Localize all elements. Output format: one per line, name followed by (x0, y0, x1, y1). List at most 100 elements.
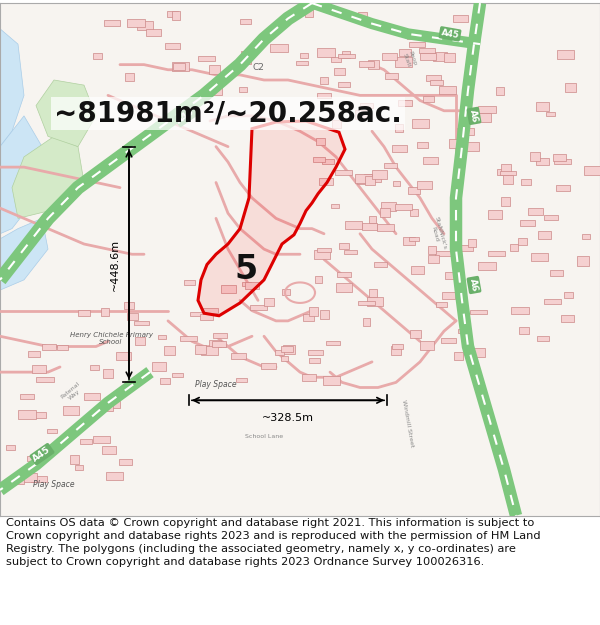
Bar (101, 308, 109, 316)
Bar (458, 329, 468, 332)
Text: 5: 5 (235, 253, 257, 286)
Bar (317, 93, 331, 98)
Bar (417, 33, 424, 39)
Bar (195, 345, 206, 354)
Bar (409, 237, 419, 241)
Bar (314, 276, 322, 283)
Bar (420, 341, 434, 349)
Bar (408, 186, 420, 194)
Text: A45: A45 (440, 28, 460, 40)
Bar (457, 127, 475, 135)
Bar (345, 221, 362, 229)
Bar (360, 102, 373, 108)
Bar (357, 176, 367, 184)
Polygon shape (36, 80, 96, 147)
Bar (427, 75, 441, 81)
Bar (538, 231, 551, 239)
Bar (281, 356, 289, 361)
Text: ~81981m²/~20.258ac.: ~81981m²/~20.258ac. (54, 99, 402, 127)
Bar (410, 330, 421, 338)
Bar (124, 302, 134, 309)
Bar (521, 179, 531, 185)
Bar (511, 244, 518, 251)
Bar (488, 210, 502, 219)
Bar (36, 377, 53, 382)
Bar (407, 31, 415, 39)
Text: Contains OS data © Crown copyright and database right 2021. This information is : Contains OS data © Crown copyright and d… (6, 518, 541, 568)
Bar (441, 338, 457, 342)
Polygon shape (0, 29, 24, 147)
Bar (209, 341, 221, 348)
Bar (518, 328, 529, 334)
Bar (173, 63, 185, 70)
Text: Windmill Street: Windmill Street (401, 399, 415, 448)
Bar (565, 83, 575, 92)
Bar (63, 406, 79, 415)
Bar (537, 336, 550, 341)
Text: 5, WINDERMERE DRIVE, HIGHAM FERRERS, RUSHDEN, NN10 8NN: 5, WINDERMERE DRIVE, HIGHAM FERRERS, RUS… (32, 5, 568, 20)
Bar (384, 162, 397, 168)
Bar (209, 86, 221, 94)
Bar (550, 269, 563, 276)
Bar (308, 350, 323, 354)
Bar (212, 341, 226, 347)
Text: Play Space: Play Space (33, 481, 75, 489)
Bar (503, 175, 513, 184)
Bar (367, 297, 383, 306)
Bar (359, 61, 374, 68)
Bar (584, 166, 600, 174)
Bar (419, 53, 436, 59)
Bar (395, 58, 412, 66)
Polygon shape (0, 116, 42, 234)
Bar (419, 48, 435, 54)
Bar (364, 174, 380, 182)
Bar (496, 88, 504, 95)
Bar (454, 352, 463, 360)
Bar (358, 12, 367, 17)
Bar (501, 197, 511, 206)
Bar (317, 248, 331, 252)
Text: ~328.5m: ~328.5m (262, 413, 314, 423)
Bar (317, 48, 335, 57)
Bar (428, 255, 439, 262)
Bar (20, 473, 37, 482)
Bar (369, 289, 377, 297)
Bar (362, 318, 370, 326)
Bar (83, 392, 100, 400)
Bar (530, 253, 548, 261)
Bar (564, 292, 572, 297)
Bar (468, 239, 476, 247)
Bar (373, 171, 387, 179)
Bar (544, 216, 557, 221)
Bar (302, 314, 314, 321)
Bar (449, 139, 460, 148)
Bar (70, 455, 79, 464)
Bar (323, 376, 340, 385)
Bar (403, 237, 415, 245)
Bar (518, 238, 527, 245)
Bar (103, 369, 113, 378)
Bar (430, 81, 443, 86)
Bar (488, 251, 505, 256)
Bar (200, 314, 213, 319)
Bar (42, 344, 56, 351)
Bar (392, 181, 400, 186)
Bar (80, 439, 92, 444)
Bar (399, 49, 410, 56)
Bar (240, 19, 251, 24)
Bar (165, 43, 180, 49)
Bar (320, 77, 328, 84)
Bar (445, 272, 458, 279)
Text: Peop
Stati: Peop Stati (402, 51, 418, 69)
Bar (172, 11, 180, 20)
Bar (374, 262, 387, 267)
Bar (530, 151, 541, 161)
Bar (231, 353, 245, 359)
Text: School Lane: School Lane (245, 434, 283, 439)
Bar (127, 19, 145, 26)
Bar (322, 159, 334, 164)
Text: A45: A45 (175, 106, 197, 125)
Bar (260, 362, 275, 369)
Text: C2: C2 (252, 62, 264, 72)
Bar (28, 351, 40, 358)
